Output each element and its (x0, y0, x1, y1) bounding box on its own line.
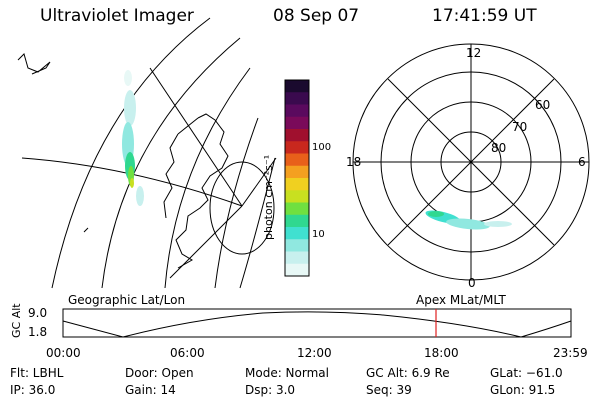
colorbar-strip (285, 116, 309, 130)
aurora-oval (425, 210, 512, 230)
filter-info: Flt: LBHL (10, 366, 64, 380)
timeline-ytick-top: 9.0 (28, 306, 48, 320)
colorbar-strip (285, 239, 309, 252)
dsp-info: Dsp: 3.0 (245, 383, 296, 397)
apex-caption: Apex MLat/MLT (416, 293, 506, 307)
door-info: Door: Open (125, 366, 194, 380)
seq-info: Seq: 39 (366, 383, 412, 397)
timeline-y-label: GC Alt (10, 303, 23, 338)
time-tick-0000: 00:00 (46, 346, 81, 360)
time-label: 17:41:59 UT (432, 6, 537, 26)
time-tick-1200: 12:00 (297, 346, 332, 360)
mlt-label-12: 12 (466, 46, 482, 60)
time-tick-2359: 23:59 (553, 346, 588, 360)
time-tick-0600: 06:00 (170, 346, 205, 360)
colorbar-strip (285, 80, 309, 93)
mlt-label-0: 0 (468, 276, 476, 290)
lat-label-70: 70 (512, 120, 528, 134)
colorbar-strip (285, 202, 309, 216)
gain-info: Gain: 14 (125, 383, 176, 397)
date-label: 08 Sep 07 (273, 6, 360, 26)
colorbar-unit-label: photon cm⁻²s⁻¹ (262, 154, 275, 240)
mlt-label-6: 6 (578, 155, 586, 169)
colorbar-strip (285, 263, 309, 277)
colorbar-strip (285, 153, 309, 167)
colorbar-tick-10: 10 (312, 229, 325, 240)
colorbar-strip (285, 129, 309, 142)
geographic-caption: Geographic Lat/Lon (68, 293, 186, 307)
glat-info: GLat: −61.0 (490, 366, 563, 380)
geographic-map (17, 17, 277, 289)
colorbar-strip (285, 251, 309, 265)
altitude-timeline (62, 308, 572, 338)
time-tick-1800: 18:00 (424, 346, 459, 360)
colorbar-strip (285, 178, 309, 191)
mode-info: Mode: Normal (245, 366, 329, 380)
colorbar-strip (285, 165, 309, 179)
lat-label-80: 80 (491, 141, 507, 155)
gc-alt-info: GC Alt: 6.9 Re (366, 366, 450, 380)
timeline-ytick-bottom: 1.8 (28, 325, 48, 339)
colorbar-strip (285, 104, 309, 118)
colorbar-strip (285, 214, 309, 228)
mlt-label-18: 18 (346, 155, 362, 169)
colorbar-strip (285, 92, 309, 105)
ip-info: IP: 36.0 (10, 383, 56, 397)
glon-info: GLon: 91.5 (490, 383, 556, 397)
polar-plot (352, 43, 590, 281)
colorbar-strip (285, 227, 309, 240)
colorbar-tick-100: 100 (312, 142, 332, 153)
colorbar-strip (285, 190, 309, 203)
colorbar-strip (285, 141, 309, 154)
aurora-emission (122, 70, 144, 206)
lat-label-60: 60 (535, 98, 551, 112)
instrument-title: Ultraviolet Imager (40, 6, 194, 26)
colorbar (284, 79, 310, 277)
